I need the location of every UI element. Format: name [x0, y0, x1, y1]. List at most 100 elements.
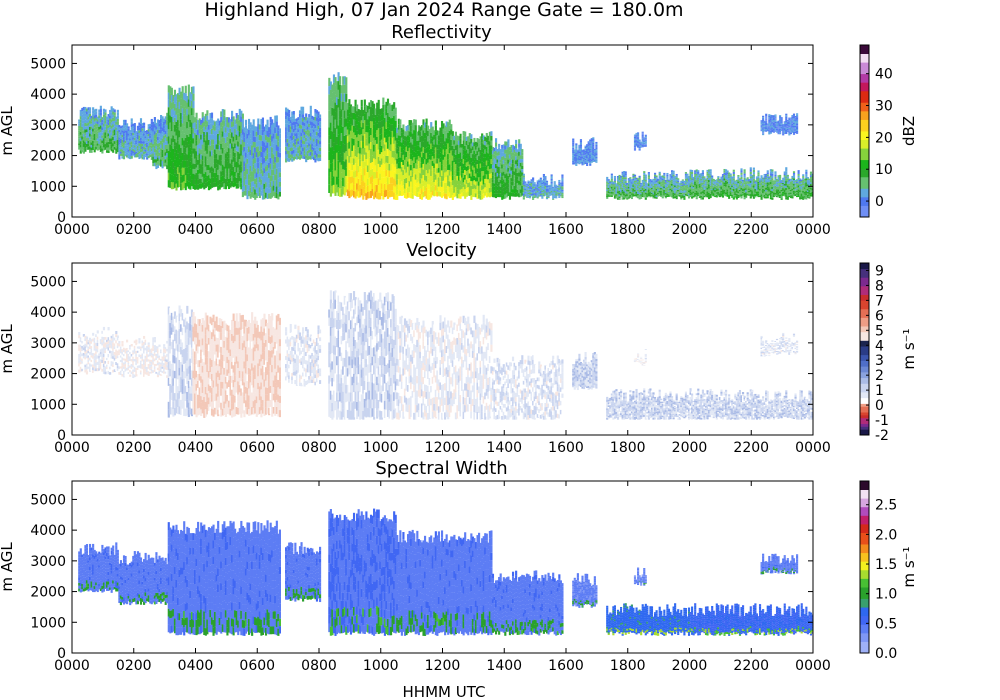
reflectivity-echo-cell	[612, 184, 615, 186]
reflectivity-echo-cell	[558, 183, 561, 186]
reflectivity-echo-cell	[164, 148, 167, 153]
reflectivity-echo-cell	[266, 170, 269, 177]
reflectivity-echo-cell	[238, 164, 241, 171]
reflectivity-echo-cell	[632, 190, 635, 192]
reflectivity-echo-cell	[351, 138, 354, 145]
reflectivity-echo-cell	[278, 147, 281, 153]
reflectivity-echo-cell	[92, 122, 95, 126]
reflectivity-echo-cell	[397, 190, 400, 196]
reflectivity-echo-cell	[513, 175, 516, 179]
reflectivity-echo-cell	[226, 131, 229, 137]
reflectivity-echo-cell	[121, 142, 124, 145]
reflectivity-echo-cell	[252, 147, 255, 154]
reflectivity-echo-cell	[240, 183, 243, 190]
reflectivity-echo-cell	[558, 196, 561, 198]
reflectivity-echo-cell	[576, 156, 579, 158]
reflectivity-echo-cell	[524, 185, 527, 187]
reflectivity-echo-cell	[623, 197, 626, 200]
reflectivity-echo-cell	[153, 134, 156, 139]
reflectivity-echo-cell	[215, 144, 218, 149]
reflectivity-echo-cell	[502, 179, 505, 184]
reflectivity-echo-cell	[545, 182, 549, 184]
reflectivity-echo-cell	[433, 135, 436, 140]
reflectivity-echo-cell	[397, 168, 400, 174]
reflectivity-echo-cell	[637, 193, 640, 196]
reflectivity-echo-cell	[221, 142, 224, 148]
reflectivity-echo-cell	[189, 182, 192, 190]
reflectivity-echo-cell	[234, 172, 237, 177]
reflectivity-echo-cell	[272, 128, 275, 134]
reflectivity-echo-cell	[633, 135, 637, 137]
reflectivity-echo-cell	[226, 176, 229, 182]
reflectivity-echo-cell	[478, 147, 481, 152]
reflectivity-echo-cell	[450, 145, 453, 151]
reflectivity-echo-cell	[331, 92, 334, 101]
reflectivity-echo-cell	[227, 148, 231, 154]
reflectivity-echo-cell	[210, 160, 214, 167]
reflectivity-echo-cell	[578, 155, 581, 158]
reflectivity-echo-cell	[539, 184, 542, 186]
reflectivity-echo-cell	[410, 136, 413, 143]
reflectivity-echo-cell	[508, 184, 512, 189]
reflectivity-echo-cell	[595, 146, 598, 148]
reflectivity-echo-cell	[487, 157, 490, 162]
reflectivity-echo-cell	[637, 179, 640, 182]
reflectivity-echo-cell	[616, 186, 620, 188]
reflectivity-echo-cell	[240, 127, 243, 134]
reflectivity-echo-cell	[406, 182, 410, 188]
reflectivity-echo-cell	[482, 188, 485, 194]
reflectivity-echo-cell	[487, 135, 490, 141]
reflectivity-echo-cell	[278, 138, 281, 143]
reflectivity-echo-cell	[522, 182, 525, 185]
reflectivity-echo-cell	[107, 125, 110, 128]
reflectivity-echo-cell	[374, 140, 377, 147]
reflectivity-echo-cell	[314, 124, 317, 129]
reflectivity-echo-cell	[136, 132, 139, 135]
reflectivity-echo-cell	[252, 175, 255, 182]
reflectivity-echo-cell	[359, 122, 362, 129]
reflectivity-echo-cell	[351, 144, 354, 151]
reflectivity-echo-cell	[448, 119, 451, 126]
reflectivity-echo-cell	[133, 140, 136, 143]
reflectivity-echo-cell	[416, 187, 419, 193]
reflectivity-echo-cell	[456, 149, 459, 154]
reflectivity-echo-cell	[632, 186, 635, 189]
reflectivity-echo-cell	[410, 120, 413, 126]
reflectivity-echo-cell	[498, 151, 501, 156]
reflectivity-echo-cell	[197, 130, 200, 135]
reflectivity-echo-cell	[254, 163, 257, 169]
reflectivity-echo-cell	[394, 147, 397, 154]
reflectivity-echo-cell	[635, 133, 638, 135]
reflectivity-echo-cell	[305, 144, 308, 149]
reflectivity-echo-cell	[513, 182, 516, 186]
reflectivity-echo-cell	[615, 193, 618, 195]
reflectivity-echo-cell	[175, 114, 178, 122]
reflectivity-echo-cell	[295, 141, 298, 145]
reflectivity-echo-cell	[468, 155, 471, 161]
reflectivity-echo-cell	[539, 187, 542, 189]
reflectivity-echo-cell	[612, 193, 615, 195]
reflectivity-echo-cell	[311, 146, 314, 150]
reflectivity-echo-cell	[315, 117, 319, 121]
reflectivity-echo-cell	[143, 127, 146, 131]
reflectivity-echo-cell	[406, 156, 410, 162]
reflectivity-echo-cell	[235, 177, 238, 184]
reflectivity-echo-cell	[499, 183, 502, 187]
reflectivity-echo-cell	[573, 158, 576, 160]
reflectivity-echo-cell	[141, 143, 144, 147]
reflectivity-echo-cell	[516, 189, 519, 194]
reflectivity-echo-cell	[405, 131, 408, 137]
reflectivity-echo-cell	[637, 132, 640, 134]
reflectivity-echo-cell	[231, 116, 234, 122]
reflectivity-echo-cell	[555, 185, 558, 187]
reflectivity-echo-cell	[300, 110, 303, 115]
reflectivity-echo-cell	[206, 115, 209, 122]
reflectivity-echo-cell	[431, 170, 434, 176]
reflectivity-echo-cell	[444, 167, 447, 173]
reflectivity-echo-cell	[620, 193, 623, 196]
reflectivity-echo-cell	[159, 114, 163, 119]
reflectivity-echo-cell	[505, 181, 508, 186]
reflectivity-echo-cell	[345, 184, 348, 193]
reflectivity-echo-cell	[207, 165, 210, 171]
reflectivity-echo-cell	[342, 186, 345, 195]
